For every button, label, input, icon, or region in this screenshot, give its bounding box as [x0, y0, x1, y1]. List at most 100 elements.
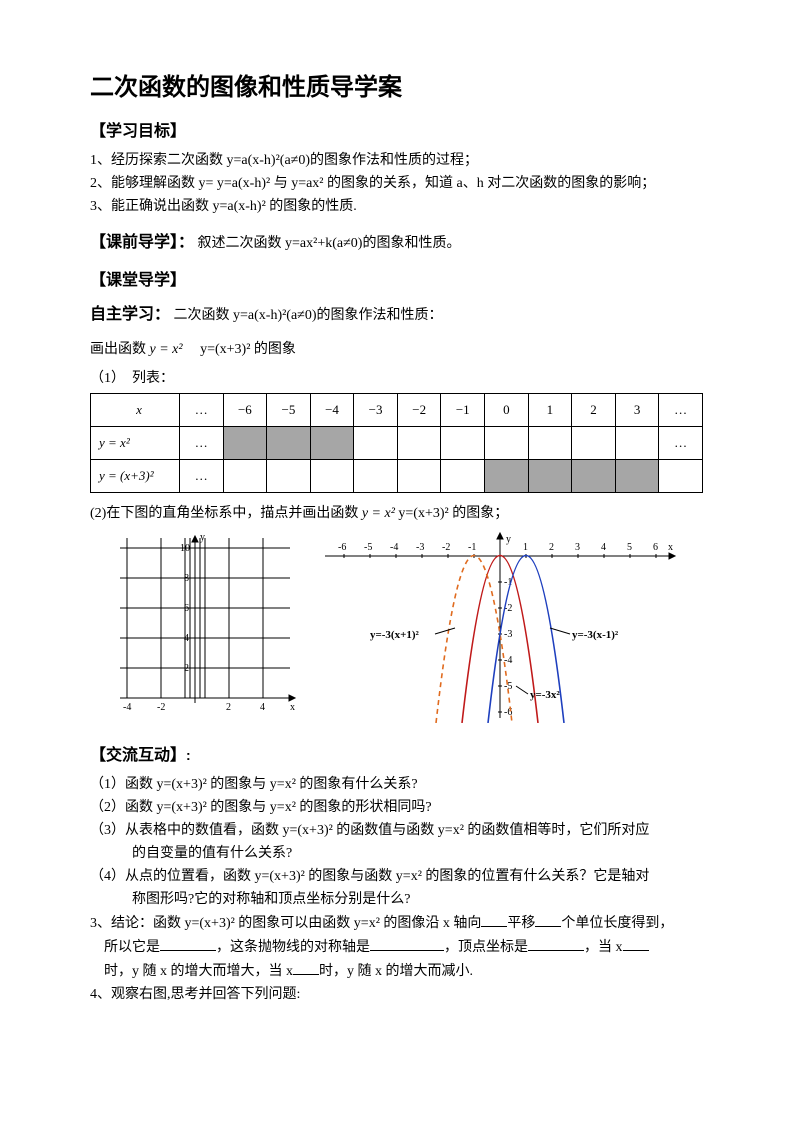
py-2: -3	[504, 629, 512, 640]
r1c12: …	[659, 427, 703, 460]
r2c10	[572, 460, 616, 493]
row2-label: y = (x+3)²	[91, 460, 180, 493]
goal-1: 1、经历探索二次函数 y=a(x-h)²(a≠0)的图象作法和性质的过程；	[90, 150, 703, 171]
table-row-yx2: y = x² … …	[91, 427, 703, 460]
r2c4	[310, 460, 354, 493]
grid-xt-3: 4	[260, 702, 265, 713]
r2c12	[659, 460, 703, 493]
grid-xt-1: -2	[157, 702, 165, 713]
px-1: -5	[364, 542, 372, 553]
r2c11	[615, 460, 659, 493]
parabola-figure: -6 -5 -4 -3 -2 -1 1 2 3 4 5 6 -1 -2 -3 -…	[320, 528, 680, 730]
r1c8	[485, 427, 529, 460]
r1c6	[397, 427, 441, 460]
page-title: 二次函数的图像和性质导学案	[90, 70, 703, 106]
px-9: 4	[601, 542, 606, 553]
r1c2	[223, 427, 267, 460]
goal-2: 2、能够理解函数 y= y=a(x-h)² 与 y=ax² 的图象的关系，知道 …	[90, 173, 703, 194]
draw-prompt-func1: y = x²	[150, 342, 183, 357]
px-6: 1	[523, 542, 528, 553]
grid-yt-2: 6	[184, 603, 189, 614]
q4b: 称图形吗?它的对称轴和顶点坐标分别是什么?	[90, 889, 703, 910]
step-2-b: y=(x+3)² 的图象；	[398, 506, 508, 521]
r2c8	[485, 460, 529, 493]
parabola-left	[436, 556, 512, 724]
step-1-label: （1） 列表：	[90, 368, 703, 389]
px-11: 6	[653, 542, 658, 553]
section-in-class: 【课堂导学】	[90, 269, 703, 293]
hdr-c3: −5	[267, 394, 311, 427]
r2c9	[528, 460, 572, 493]
section-discuss: 【交流互动】:	[90, 744, 703, 768]
px-8: 3	[575, 542, 580, 553]
parab-label-left: y=-3(x+1)²	[370, 629, 420, 641]
grid-y-label: y	[200, 532, 205, 543]
hdr-c9: 1	[528, 394, 572, 427]
r2c5	[354, 460, 398, 493]
r1c4	[310, 427, 354, 460]
r2c2	[223, 460, 267, 493]
px-0: -6	[338, 542, 346, 553]
r1c7	[441, 427, 485, 460]
px-5: -1	[468, 542, 476, 553]
grid-x-label: x	[290, 702, 295, 713]
hdr-c4: −4	[310, 394, 354, 427]
value-table: x … −6 −5 −4 −3 −2 −1 0 1 2 3 … y = x² ……	[90, 393, 703, 493]
hdr-c6: −2	[397, 394, 441, 427]
empty-grid-figure: -4 -2 2 4 2 4 6 8 10 x y	[90, 528, 300, 725]
r1c10	[572, 427, 616, 460]
hdr-c2: −6	[223, 394, 267, 427]
hdr-c5: −3	[354, 394, 398, 427]
hdr-c11: 3	[615, 394, 659, 427]
grid-yt-0: 2	[184, 663, 189, 674]
hdr-c1: …	[180, 394, 224, 427]
q3b: 的自变量的值有什么关系?	[90, 843, 703, 864]
self-study-head: 自主学习：	[90, 306, 170, 323]
parab-label-mid: y=-3x²	[530, 689, 560, 701]
r2c7	[441, 460, 485, 493]
step-2-func: y = x²	[362, 506, 395, 521]
parab-label-right: y=-3(x-1)²	[572, 629, 619, 641]
conclusion-3: 3、结论：函数 y=(x+3)² 的图象可以由函数 y=x² 的图像沿 x 轴向…	[90, 912, 703, 934]
hdr-c8: 0	[485, 394, 529, 427]
row1-label: y = x²	[91, 427, 180, 460]
hdr-c7: −1	[441, 394, 485, 427]
svg-text:x: x	[668, 542, 673, 553]
grid-xt-0: -4	[123, 702, 131, 713]
q4a: （4）从点的位置看，函数 y=(x+3)² 的图象与函数 y=x² 的图象的位置…	[90, 866, 703, 887]
px-2: -4	[390, 542, 398, 553]
r1c5	[354, 427, 398, 460]
grid-xt-2: 2	[226, 702, 231, 713]
px-3: -3	[416, 542, 424, 553]
px-4: -2	[442, 542, 450, 553]
section-learning-goals: 【学习目标】	[90, 120, 703, 144]
hdr-c12: …	[659, 394, 703, 427]
r1c3	[267, 427, 311, 460]
q2: （2）函数 y=(x+3)² 的图象与 y=x² 的图象的形状相同吗?	[90, 797, 703, 818]
px-7: 2	[549, 542, 554, 553]
r2c1: …	[180, 460, 224, 493]
px-10: 5	[627, 542, 632, 553]
hdr-x: x	[91, 394, 180, 427]
q3a: （3）从表格中的数值看，函数 y=(x+3)² 的函数值与函数 y=x² 的函数…	[90, 820, 703, 841]
table-row-yx32: y = (x+3)² …	[91, 460, 703, 493]
hdr-c10: 2	[572, 394, 616, 427]
grid-yt-4: 10	[180, 543, 190, 554]
grid-yt-1: 4	[184, 633, 189, 644]
pre-class-text: 叙述二次函数 y=ax²+k(a≠0)的图象和性质。	[198, 236, 461, 251]
q1: （1）函数 y=(x+3)² 的图象与 y=x² 的图象有什么关系?	[90, 774, 703, 795]
self-study-text: 二次函数 y=a(x-h)²(a≠0)的图象作法和性质：	[174, 308, 443, 323]
r2c6	[397, 460, 441, 493]
goal-3: 3、能正确说出函数 y=a(x-h)² 的图象的性质.	[90, 196, 703, 217]
draw-prompt-b: y=(x+3)² 的图象	[186, 342, 296, 357]
section-pre-class: 【课前导学】：	[90, 234, 194, 251]
draw-prompt-a: 画出函数	[90, 342, 150, 357]
svg-text:y: y	[506, 534, 511, 545]
table-header-row: x … −6 −5 −4 −3 −2 −1 0 1 2 3 …	[91, 394, 703, 427]
step-2-a: (2)在下图的直角坐标系中，描点并画出函数	[90, 506, 362, 521]
conclusion-3b: 所以它是，这条抛物线的对称轴是，顶点坐标是，当 x	[90, 936, 703, 958]
r2c3	[267, 460, 311, 493]
conclusion-3c: 时，y 随 x 的增大而增大，当 x时，y 随 x 的增大而减小.	[90, 960, 703, 982]
conclusion-4: 4、观察右图,思考并回答下列问题:	[90, 984, 703, 1005]
r1c1: …	[180, 427, 224, 460]
